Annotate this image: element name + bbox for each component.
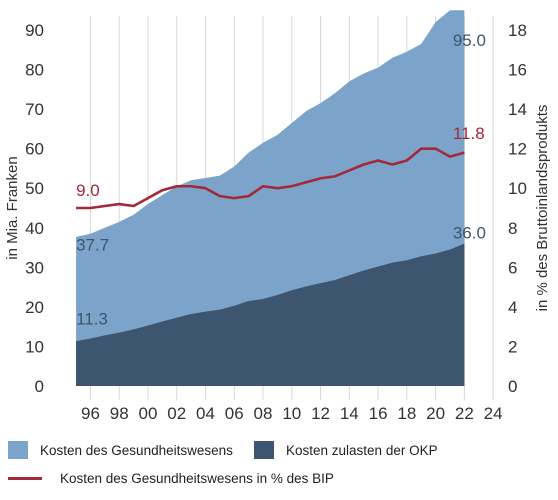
y-right-tick-label: 2 bbox=[508, 337, 517, 356]
legend-swatch-dark-blue bbox=[254, 441, 274, 459]
data-label: 9.0 bbox=[76, 181, 100, 200]
data-label-layer: 95.0 37.7 36.0 11.3 9.0 11.8 bbox=[76, 31, 486, 328]
y-left-tick-label: 0 bbox=[35, 377, 44, 396]
legend-item-gesundheitswesen: Kosten des Gesundheitswesens bbox=[8, 441, 233, 459]
x-tick-label: 18 bbox=[397, 404, 416, 423]
y-left-tick-label: 50 bbox=[25, 179, 44, 198]
x-tick-label: 16 bbox=[369, 404, 388, 423]
x-tick-label: 24 bbox=[484, 404, 503, 423]
line-layer bbox=[76, 147, 465, 210]
y-left-tick-label: 10 bbox=[25, 337, 44, 356]
y-right-tick-label: 0 bbox=[508, 377, 517, 396]
data-label: 36.0 bbox=[453, 223, 486, 242]
x-tick-label: 04 bbox=[196, 404, 215, 423]
legend-label: Kosten zulasten der OKP bbox=[286, 442, 438, 458]
legend-swatch-light-blue bbox=[8, 441, 28, 459]
x-tick-label: 96 bbox=[81, 404, 100, 423]
area-layer bbox=[76, 10, 465, 386]
data-label: 37.7 bbox=[76, 235, 109, 254]
y-right-tick-label: 8 bbox=[508, 219, 517, 238]
y-right-tick-label: 4 bbox=[508, 298, 517, 317]
y-right-tick-label: 12 bbox=[508, 140, 527, 159]
y-right-tick-label: 18 bbox=[508, 21, 527, 40]
y-right-tick-label: 10 bbox=[508, 179, 527, 198]
legend-line-red bbox=[8, 477, 42, 480]
line-series bbox=[76, 147, 465, 210]
area-series bbox=[76, 243, 465, 386]
x-tick-label: 22 bbox=[455, 404, 474, 423]
x-tick-label: 08 bbox=[254, 404, 273, 423]
x-tick-label: 14 bbox=[340, 404, 359, 423]
y-right-tick-label: 6 bbox=[508, 258, 517, 277]
y-left-tick-label: 40 bbox=[25, 219, 44, 238]
y-left-tick-label: 90 bbox=[25, 21, 44, 40]
y-left-tick-label: 60 bbox=[25, 140, 44, 159]
x-tick-label: 06 bbox=[225, 404, 244, 423]
data-label: 95.0 bbox=[453, 31, 486, 50]
y-right-tick-label: 14 bbox=[508, 100, 527, 119]
legend: Kosten des Gesundheitswesens Kosten zula… bbox=[0, 436, 558, 500]
y-left-tick-label: 70 bbox=[25, 100, 44, 119]
y-left-tick-label: 80 bbox=[25, 61, 44, 80]
data-label: 11.3 bbox=[76, 309, 108, 328]
x-tick-label: 98 bbox=[110, 404, 129, 423]
x-tick-label: 12 bbox=[311, 404, 330, 423]
y-axis-left-title: in Mia. Franken bbox=[4, 156, 21, 259]
legend-label: Kosten des Gesundheitswesens in % des BI… bbox=[60, 471, 334, 486]
y-axis-right-title: in % des Bruttoinlandsprodukts bbox=[534, 105, 551, 312]
legend-item-bip-share: Kosten des Gesundheitswesens in % des BI… bbox=[8, 471, 334, 486]
x-tick-label: 00 bbox=[139, 404, 158, 423]
data-label: 11.8 bbox=[453, 124, 485, 143]
x-tick-label: 10 bbox=[282, 404, 301, 423]
legend-item-okp: Kosten zulasten der OKP bbox=[254, 441, 438, 459]
y-right-tick-label: 16 bbox=[508, 61, 527, 80]
y-left-tick-label: 20 bbox=[25, 298, 44, 317]
x-tick-label: 20 bbox=[426, 404, 445, 423]
legend-label: Kosten des Gesundheitswesens bbox=[40, 442, 233, 458]
x-tick-label: 02 bbox=[167, 404, 186, 423]
y-left-tick-label: 30 bbox=[25, 258, 44, 277]
